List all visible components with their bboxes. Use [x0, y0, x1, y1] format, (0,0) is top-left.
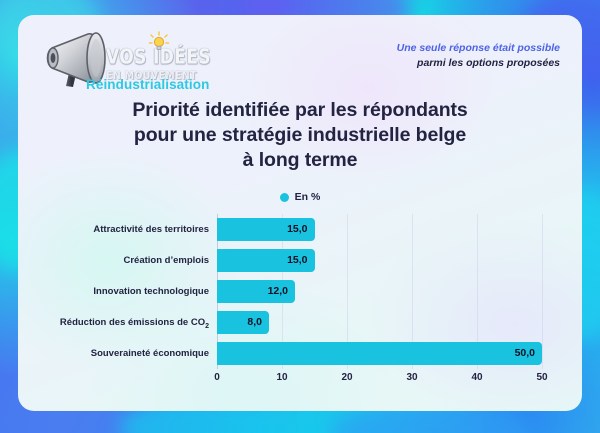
chart-row: Réduction des émissions de CO2 8,0: [60, 307, 542, 338]
page-title-line3: à long terme: [242, 149, 358, 171]
lightbulb-icon: [148, 31, 170, 50]
category-label: Souveraineté économique: [90, 348, 209, 359]
circle-marker-icon: [279, 192, 289, 202]
x-axis-tick-label: 10: [276, 372, 288, 383]
bar[interactable]: 8,0: [217, 311, 269, 334]
chart-row: Souveraineté économique 50,0: [91, 338, 542, 369]
legend-label: En %: [294, 191, 321, 203]
bar[interactable]: 50,0: [217, 342, 542, 365]
x-axis-tick-label: 40: [471, 372, 483, 383]
page-title-line2: pour une stratégie industrielle belge: [133, 124, 467, 146]
x-axis-tick-label: 20: [341, 372, 353, 383]
brand-wordmark-line2: EN MOUVEMENT: [106, 70, 197, 83]
gridline: [477, 214, 478, 369]
bar-value-label: 15,0: [287, 223, 308, 235]
theme-label: Réindustrialisation: [86, 77, 210, 92]
gridline: [412, 214, 413, 369]
x-axis-tick-label: 50: [536, 372, 548, 383]
brand-wordmark: VOS IDÉES EN MOUVEMENT: [106, 45, 236, 83]
chart-legend: En %: [18, 191, 582, 203]
content-card: VOS IDÉES EN MOUVEMENT Réindustrialisati…: [18, 15, 582, 411]
category-label: Attractivité des territoires: [93, 224, 209, 235]
megaphone-icon: [46, 32, 106, 87]
x-axis-tick-label: 30: [406, 372, 418, 383]
bar[interactable]: 12,0: [217, 280, 295, 303]
gridline: [542, 214, 543, 369]
page-title: Priorité identifiée par les répondants p…: [18, 98, 582, 173]
survey-note-line1: Une seule réponse était possible: [396, 42, 560, 54]
chart-row: Innovation technologique 12,0: [93, 276, 542, 307]
brand-logo: VOS IDÉES EN MOUVEMENT: [44, 30, 244, 108]
survey-note: Une seule réponse était possible parmi l…: [397, 41, 560, 71]
bar[interactable]: 15,0: [217, 218, 315, 241]
gridline: [347, 214, 348, 369]
chart-row: Création d’emplois 15,0: [123, 245, 542, 276]
brand-wordmark-line1: VOS IDÉES: [106, 45, 211, 70]
bar[interactable]: 15,0: [217, 249, 315, 272]
plot-area: Attractivité des territoires 15,0 Création…: [60, 214, 543, 369]
bar-value-label: 8,0: [247, 316, 262, 328]
page-title-line1: Priorité identifiée par les répondants: [132, 99, 468, 121]
bar-value-label: 50,0: [514, 347, 535, 359]
bar-value-label: 15,0: [287, 254, 308, 266]
bar-chart: Attractivité des territoires 15,0 Création…: [18, 214, 582, 394]
chart-row: Attractivité des territoires 15,0: [93, 214, 542, 245]
category-label: Réduction des émissions de CO2: [59, 317, 209, 330]
bar-value-label: 12,0: [267, 285, 288, 297]
survey-note-line2: parmi les options proposées: [417, 57, 560, 69]
x-axis-tick-label: 0: [214, 372, 220, 383]
category-label: Innovation technologique: [93, 286, 209, 297]
x-axis: 0 10 20 30 40 50: [214, 372, 547, 388]
category-label: Création d’emplois: [123, 255, 209, 266]
